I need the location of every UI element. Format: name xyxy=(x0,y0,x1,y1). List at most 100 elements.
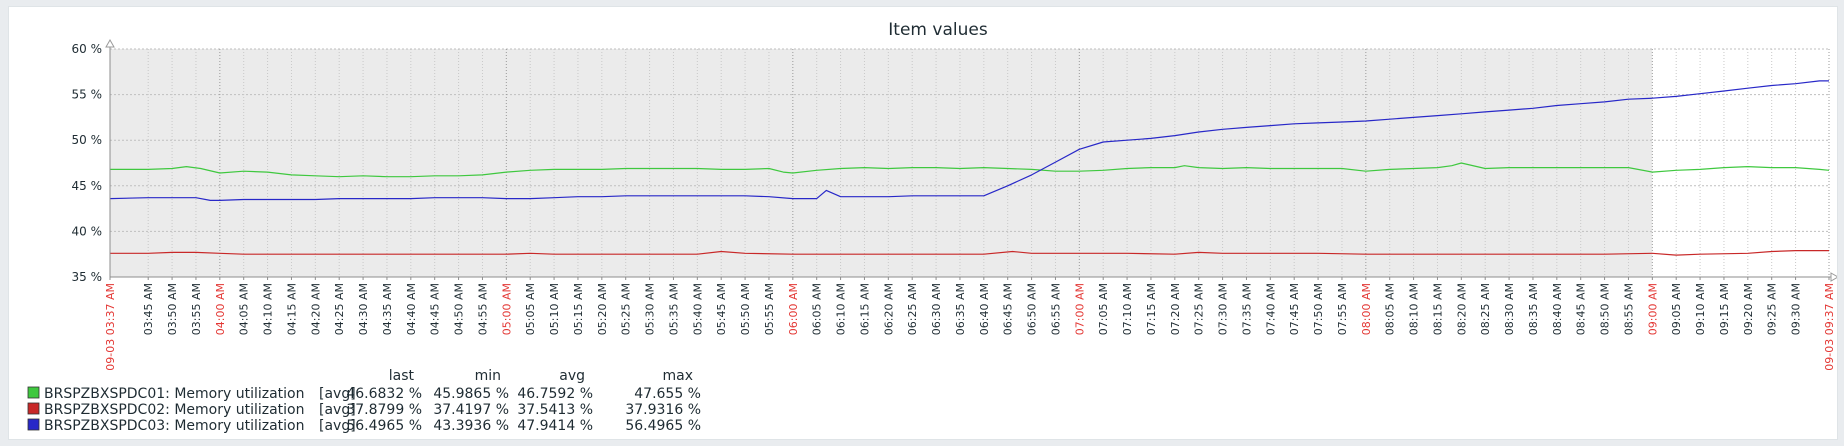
x-tick-label: 04:55 AM xyxy=(476,283,489,335)
x-tick-label: 07:55 AM xyxy=(1336,283,1349,335)
legend-header-last: last xyxy=(389,368,415,384)
axes xyxy=(105,38,1837,282)
x-tick-label: 03:55 AM xyxy=(190,283,203,335)
x-tick-label: 04:35 AM xyxy=(381,283,394,335)
x-tick-label: 08:10 AM xyxy=(1408,283,1421,335)
x-tick-label: 09:30 AM xyxy=(1790,283,1803,335)
x-tick-label: 06:10 AM xyxy=(835,283,848,335)
x-tick-label: 08:20 AM xyxy=(1455,283,1468,335)
x-tick-label: 04:45 AM xyxy=(429,283,442,335)
x-tick-label: 05:55 AM xyxy=(763,283,776,335)
x-tick-label: 09:10 AM xyxy=(1694,283,1707,335)
legend-value-last: 56.4965 % xyxy=(346,418,422,434)
legend-header-avg: avg xyxy=(559,368,585,384)
x-tick-label: 09:00 AM xyxy=(1646,283,1659,335)
legend-series-name: BRSPZBXSPDC03: Memory utilization xyxy=(44,418,304,434)
y-tick-label: 60 % xyxy=(72,42,103,56)
x-axis-arrow xyxy=(1830,272,1837,282)
x-tick-label: 05:40 AM xyxy=(691,283,704,335)
x-tick-label: 08:35 AM xyxy=(1527,283,1540,335)
x-tick-label: 07:00 AM xyxy=(1073,283,1086,335)
x-tick-label: 08:15 AM xyxy=(1431,283,1444,335)
y-axis-ticks: 35 % 40 % 45 % 50 % 55 % 60 % xyxy=(72,42,103,284)
x-tick-label: 03:50 AM xyxy=(166,283,179,335)
x-tick-label: 05:35 AM xyxy=(667,283,680,335)
x-tick-label: 05:10 AM xyxy=(548,283,561,335)
y-tick-label: 40 % xyxy=(72,224,103,238)
x-tick-label: 04:20 AM xyxy=(309,283,322,335)
x-tick-label: 04:05 AM xyxy=(238,283,251,335)
series-line-2 xyxy=(110,250,1829,256)
x-tick-label: 05:30 AM xyxy=(644,283,657,335)
legend-value-max: 56.4965 % xyxy=(625,418,701,434)
legend-value-last: 37.8799 % xyxy=(346,402,422,418)
x-tick-label: 08:25 AM xyxy=(1479,283,1492,335)
plot-area xyxy=(110,49,1829,277)
x-tick-label: 08:40 AM xyxy=(1551,283,1564,335)
x-tick-label: 06:35 AM xyxy=(954,283,967,335)
legend-value-max: 37.9316 % xyxy=(625,402,701,418)
x-tick-label: 05:05 AM xyxy=(524,283,537,335)
legend-series-name: BRSPZBXSPDC01: Memory utilization xyxy=(44,386,304,402)
graph-panel: Item values 35 % 40 % 45 % 50 % 55 % 60 % 09-… xyxy=(8,6,1838,440)
legend-value-avg: 47.9414 % xyxy=(517,418,593,434)
x-tick-label: 07:40 AM xyxy=(1264,283,1277,335)
legend: last min avg max BRSPZBXSPDC01: Memory utili… xyxy=(27,368,701,434)
legend-header-max: max xyxy=(662,368,693,384)
x-tick-label: 06:40 AM xyxy=(978,283,991,335)
legend-series-name: BRSPZBXSPDC02: Memory utilization xyxy=(44,402,304,418)
line-chart: Item values 35 % 40 % 45 % 50 % 55 % 60 % 09-… xyxy=(27,20,1837,434)
x-tick-label: 05:50 AM xyxy=(739,283,752,335)
x-tick-label: 08:00 AM xyxy=(1360,283,1373,335)
x-tick-label: 08:50 AM xyxy=(1599,283,1612,335)
x-tick-label: 08:30 AM xyxy=(1503,283,1516,335)
x-tick-label: 07:35 AM xyxy=(1240,283,1253,335)
x-tick-label: 07:05 AM xyxy=(1097,283,1110,335)
x-tick-label: 09-03 09:37 AM xyxy=(1823,283,1836,371)
legend-swatch-2 xyxy=(27,402,40,415)
legend-series-func: [avg] xyxy=(319,418,356,434)
x-tick-label: 04:50 AM xyxy=(453,283,466,335)
x-tick-label: 05:25 AM xyxy=(620,283,633,335)
x-axis-ticks: 09-03 03:37 AM 03:45 AM 03:50 AM 03:55 AM 04… xyxy=(104,277,1836,371)
legend-value-avg: 46.7592 % xyxy=(517,386,593,402)
legend-value-last: 46.6832 % xyxy=(346,386,422,402)
x-tick-label: 06:15 AM xyxy=(858,283,871,335)
x-tick-label: 06:45 AM xyxy=(1002,283,1015,335)
x-tick-label: 08:55 AM xyxy=(1622,283,1635,335)
legend-header-min: min xyxy=(475,368,501,384)
x-tick-label: 04:00 AM xyxy=(214,283,227,335)
x-tick-label: 06:55 AM xyxy=(1049,283,1062,335)
x-tick-label: 04:40 AM xyxy=(405,283,418,335)
x-tick-label: 04:30 AM xyxy=(357,283,370,335)
x-tick-label: 04:25 AM xyxy=(333,283,346,335)
x-tick-label: 05:20 AM xyxy=(596,283,609,335)
plot-shaded-region xyxy=(110,49,1653,277)
x-tick-label: 06:30 AM xyxy=(930,283,943,335)
x-tick-label: 06:00 AM xyxy=(787,283,800,335)
x-tick-label: 09:15 AM xyxy=(1718,283,1731,335)
x-tick-label: 09:20 AM xyxy=(1742,283,1755,335)
legend-value-max: 47.655 % xyxy=(634,386,701,402)
plot-future-region xyxy=(1652,49,1829,277)
x-tick-label: 05:45 AM xyxy=(715,283,728,335)
x-tick-label: 06:25 AM xyxy=(906,283,919,335)
chart-title: Item values xyxy=(888,20,988,40)
y-tick-label: 50 % xyxy=(72,133,103,147)
x-tick-label: 07:30 AM xyxy=(1217,283,1230,335)
legend-swatch-1 xyxy=(27,386,40,399)
legend-value-avg: 37.5413 % xyxy=(517,402,593,418)
x-tick-label: 04:15 AM xyxy=(285,283,298,335)
x-tick-label: 07:50 AM xyxy=(1312,283,1325,335)
series-line-1 xyxy=(110,162,1830,178)
legend-value-min: 37.4197 % xyxy=(433,402,509,418)
series-line-3 xyxy=(109,80,1829,201)
x-tick-label: 08:45 AM xyxy=(1575,283,1588,335)
series-lines xyxy=(109,80,1830,256)
y-tick-label: 45 % xyxy=(72,179,103,193)
legend-series-func: [avg] xyxy=(319,386,356,402)
legend-swatch-3 xyxy=(27,418,40,431)
x-tick-label: 09:25 AM xyxy=(1766,283,1779,335)
x-tick-label: 03:45 AM xyxy=(142,283,155,335)
x-tick-label: 07:25 AM xyxy=(1193,283,1206,335)
